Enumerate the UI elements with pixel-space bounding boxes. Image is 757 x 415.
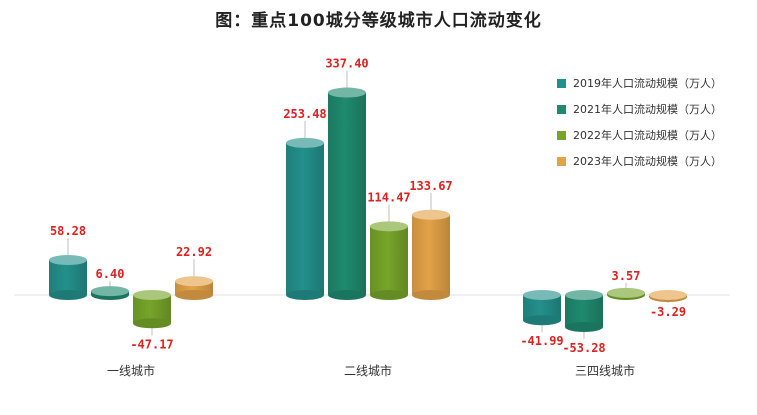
bar-2022-0: [133, 290, 171, 329]
category-label-0: 一线城市: [107, 363, 155, 378]
bar-2023-0: [175, 276, 213, 300]
bar-2023-2: [649, 290, 687, 302]
legend-label-2023: 2023年人口流动规模（万人）: [573, 155, 722, 168]
bar-2022-1: [370, 221, 408, 300]
legend-item-2022: 2022年人口流动规模（万人）: [557, 122, 722, 148]
bar-2021-0: [91, 286, 129, 300]
legend-label-2021: 2021年人口流动规模（万人）: [573, 103, 722, 116]
legend-swatch-2022: [557, 130, 566, 140]
bar-2021-2: [565, 290, 603, 332]
data-label-2022-0: -47.17: [130, 337, 173, 351]
legend-swatch-2021: [557, 104, 566, 114]
bar-2023-1: [412, 209, 450, 300]
legend-label-2019: 2019年人口流动规模（万人）: [573, 77, 722, 90]
bar-2019-0: [49, 255, 87, 300]
bar-2022-2: [607, 287, 645, 300]
chart-title: 图：重点100城分等级城市人口流动变化: [215, 11, 542, 31]
data-label-2021-0: 6.40: [96, 267, 125, 281]
data-label-2022-1: 114.47: [367, 190, 410, 204]
data-label-2023-0: 22.92: [176, 245, 212, 259]
data-label-2023-2: -3.29: [650, 305, 686, 319]
chart-legend: 2019年人口流动规模（万人） 2021年人口流动规模（万人） 2022年人口流…: [557, 70, 722, 174]
data-label-2019-1: 253.48: [283, 107, 326, 121]
bar-2021-1: [328, 87, 366, 300]
legend-swatch-2023: [557, 156, 566, 166]
bar-2019-1: [286, 137, 324, 300]
legend-swatch-2019: [557, 78, 566, 88]
data-label-2023-1: 133.67: [409, 179, 452, 193]
category-label-1: 二线城市: [344, 363, 392, 378]
data-label-2021-1: 337.40: [325, 57, 368, 71]
legend-item-2019: 2019年人口流动规模（万人）: [557, 70, 722, 96]
bar-2019-2: [523, 290, 561, 326]
legend-item-2021: 2021年人口流动规模（万人）: [557, 96, 722, 122]
legend-item-2023: 2023年人口流动规模（万人）: [557, 148, 722, 174]
data-label-2022-2: 3.57: [612, 269, 641, 283]
category-label-2: 三四线城市: [575, 363, 635, 378]
legend-label-2022: 2022年人口流动规模（万人）: [573, 129, 722, 142]
data-label-2021-2: -53.28: [562, 341, 605, 355]
data-label-2019-0: 58.28: [50, 224, 86, 238]
data-label-2019-2: -41.99: [520, 334, 563, 348]
